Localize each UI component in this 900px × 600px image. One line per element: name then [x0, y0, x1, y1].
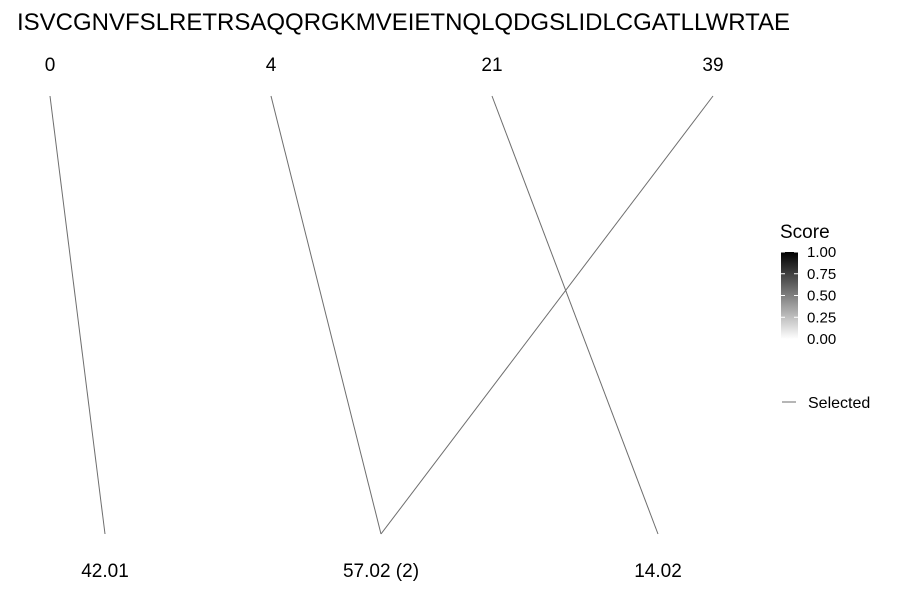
bottom-labels: 42.01 57.02 (2) 14.02: [81, 561, 682, 582]
legend-title: Score: [780, 222, 830, 243]
score-legend: Score 1.00 0.75 0.50 0.25 0.00: [780, 222, 836, 348]
top-labels: 0 4 21 39: [45, 55, 724, 76]
top-node-label: 0: [45, 55, 56, 76]
link-line: [270, 95, 382, 535]
links-layer: [49, 95, 714, 535]
legend-tick-label: 1.00: [807, 244, 836, 261]
top-node-label: 21: [481, 55, 502, 76]
legend-tick-label: 0.75: [807, 266, 836, 283]
link-line: [49, 95, 106, 535]
legend-selected-label: Selected: [808, 395, 870, 412]
legend-ticks: 1.00 0.75 0.50 0.25 0.00: [781, 244, 836, 348]
selected-legend: Selected: [782, 395, 870, 412]
legend-tick-label: 0.25: [807, 309, 836, 326]
bottom-node-label: 14.02: [634, 561, 682, 582]
top-node-label: 4: [266, 55, 277, 76]
link-line: [380, 95, 714, 535]
legend-colorbar: [781, 252, 798, 339]
top-node-label: 39: [702, 55, 723, 76]
sequence-text: ISVCGNVFSLRETRSAQQRGKMVEIETNQLQDGSLIDLCG…: [17, 9, 790, 36]
legend-tick-label: 0.50: [807, 288, 836, 305]
bottom-node-label: 42.01: [81, 561, 129, 582]
link-line: [491, 95, 659, 535]
bottom-node-label: 57.02 (2): [343, 561, 419, 582]
legend-tick-label: 0.00: [807, 331, 836, 348]
